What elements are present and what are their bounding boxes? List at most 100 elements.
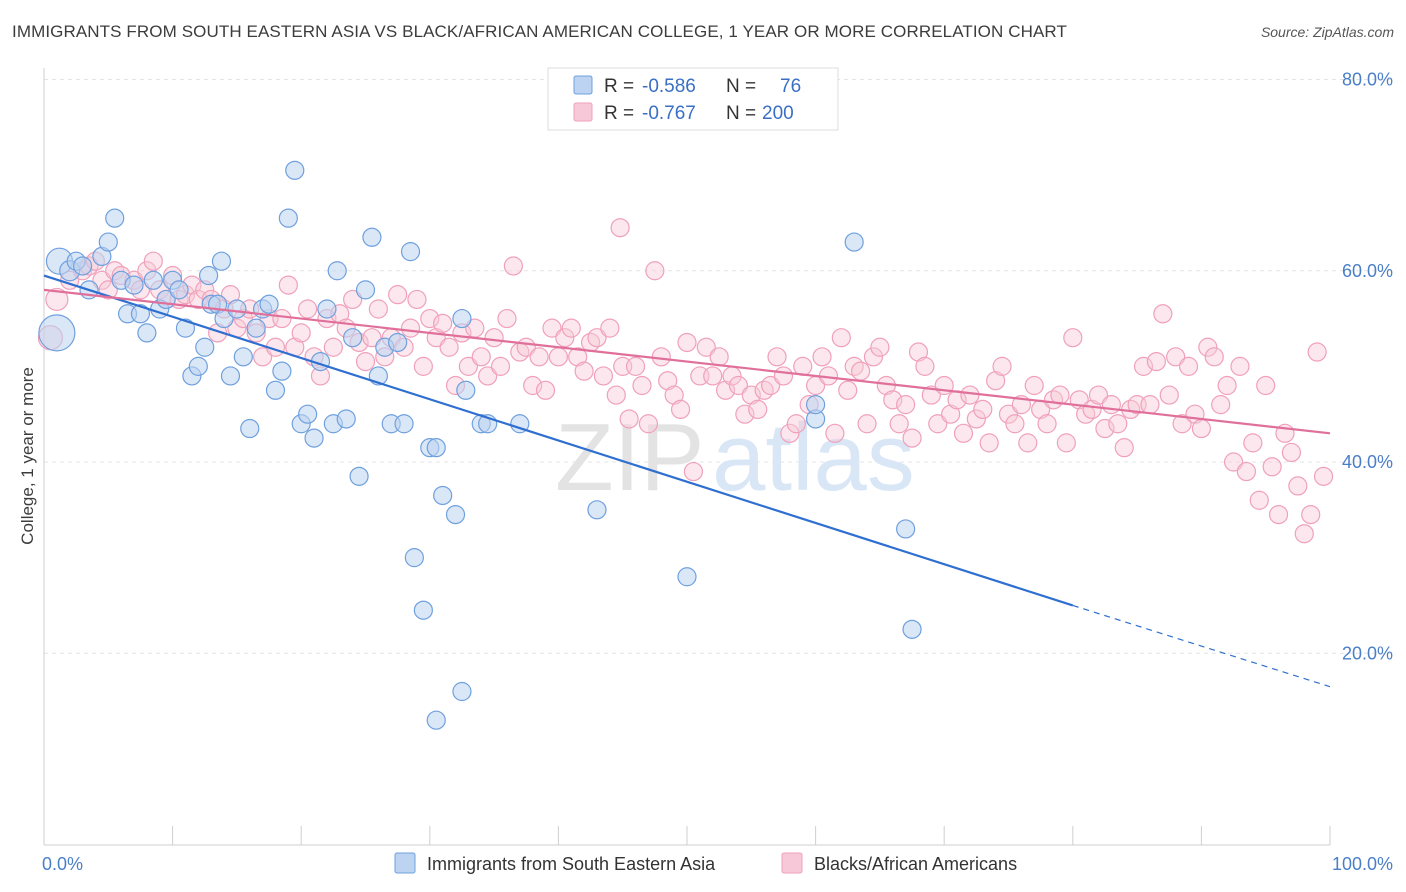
x-tick-label: 0.0% (42, 854, 83, 874)
point-immigrants (896, 519, 916, 539)
point-immigrants (265, 380, 286, 400)
point-immigrants (137, 323, 157, 343)
point-immigrants (355, 280, 376, 300)
point-blacks (780, 423, 800, 443)
point-immigrants (105, 208, 125, 228)
point-blacks (1133, 356, 1154, 376)
point-blacks (484, 328, 504, 348)
point-blacks (1262, 457, 1282, 477)
point-immigrants (72, 256, 93, 276)
point-immigrants (336, 409, 356, 429)
point-blacks (773, 366, 794, 386)
point-blacks (735, 404, 755, 424)
point-blacks (1005, 414, 1025, 434)
point-blacks (478, 366, 498, 386)
trend-line-blacks (43, 288, 1331, 435)
point-blacks (902, 428, 922, 448)
point-immigrants (327, 261, 347, 281)
point-immigrants (211, 251, 232, 271)
legend-n-value-2: 200 (762, 103, 794, 124)
bottom-legend-label-2: Blacks/African Americans (814, 854, 1017, 874)
point-immigrants (278, 208, 298, 228)
point-blacks (625, 356, 646, 376)
point-blacks (1056, 433, 1076, 453)
point-blacks (1146, 351, 1166, 372)
point-blacks (574, 361, 594, 381)
point-blacks (1114, 438, 1134, 458)
point-blacks (870, 337, 890, 357)
point-blacks (857, 414, 877, 434)
legend-r-value-2: -0.767 (642, 103, 696, 124)
point-immigrants (456, 380, 476, 400)
point-blacks (1211, 395, 1231, 415)
point-blacks (677, 332, 697, 353)
tick-labels: 20.0% 40.0% 60.0% 80.0% 0.0% 100.0% (42, 70, 1393, 875)
point-blacks (915, 356, 935, 376)
point-blacks (471, 347, 491, 367)
point-blacks (1204, 347, 1224, 367)
point-blacks (863, 347, 884, 367)
point-blacks (561, 318, 581, 338)
chart-title: IMMIGRANTS FROM SOUTH EASTERN ASIA VS BL… (12, 22, 1067, 41)
y-tick-label: 20.0% (1342, 643, 1393, 663)
point-blacks (767, 347, 787, 367)
point-blacks (1217, 375, 1237, 396)
point-blacks (883, 390, 903, 410)
series-legend: Immigrants from South Eastern Asia Black… (394, 852, 1017, 874)
point-blacks (568, 347, 588, 367)
point-blacks (253, 347, 273, 367)
point-blacks (1268, 504, 1289, 525)
point-blacks (278, 275, 298, 295)
legend-n-value-1: 76 (780, 76, 801, 97)
point-blacks (523, 375, 543, 396)
point-blacks (786, 414, 806, 434)
point-blacks (928, 414, 948, 434)
point-blacks (741, 385, 761, 405)
legend-n-label-1: N = (726, 76, 756, 97)
point-blacks (1159, 385, 1179, 405)
point-blacks (728, 375, 749, 396)
x-tick-label: 100.0% (1332, 854, 1393, 874)
point-blacks (355, 351, 376, 372)
point-blacks (1166, 347, 1186, 367)
point-immigrants (304, 428, 324, 448)
point-immigrants (844, 232, 864, 252)
axes (43, 68, 1331, 846)
point-blacks (941, 404, 961, 424)
point-immigrants (246, 318, 266, 338)
point-blacks (703, 366, 723, 386)
point-immigrants (240, 418, 260, 439)
point-immigrants (388, 332, 408, 353)
point-blacks (645, 261, 665, 281)
legend-r-label-1: R = (604, 76, 634, 97)
point-blacks (831, 328, 851, 348)
series-immigrants-points (38, 160, 922, 730)
point-blacks (709, 347, 729, 367)
point-blacks (1063, 328, 1083, 348)
point-immigrants (805, 395, 826, 415)
point-immigrants (343, 328, 363, 348)
y-axis-label: College, 1 year or more (18, 367, 37, 545)
trend-line-immigrants-extension (1072, 604, 1331, 688)
point-blacks (1088, 385, 1109, 405)
point-blacks (368, 299, 388, 319)
point-blacks (400, 318, 421, 338)
point-blacks (503, 256, 523, 276)
point-blacks (992, 356, 1012, 376)
point-blacks (715, 380, 736, 400)
point-blacks (497, 308, 517, 329)
point-immigrants (677, 567, 697, 587)
point-immigrants (199, 265, 219, 286)
point-blacks (593, 366, 614, 386)
point-blacks (1223, 452, 1244, 472)
point-immigrants (902, 619, 922, 639)
point-blacks (362, 328, 382, 348)
point-immigrants (426, 710, 446, 730)
point-immigrants (259, 294, 279, 314)
watermark-zip: ZIP (555, 404, 704, 511)
point-blacks (619, 409, 639, 429)
bottom-legend-swatch-pink (781, 852, 803, 874)
point-blacks (651, 347, 671, 367)
point-blacks (1082, 399, 1102, 420)
point-blacks (1037, 414, 1057, 434)
